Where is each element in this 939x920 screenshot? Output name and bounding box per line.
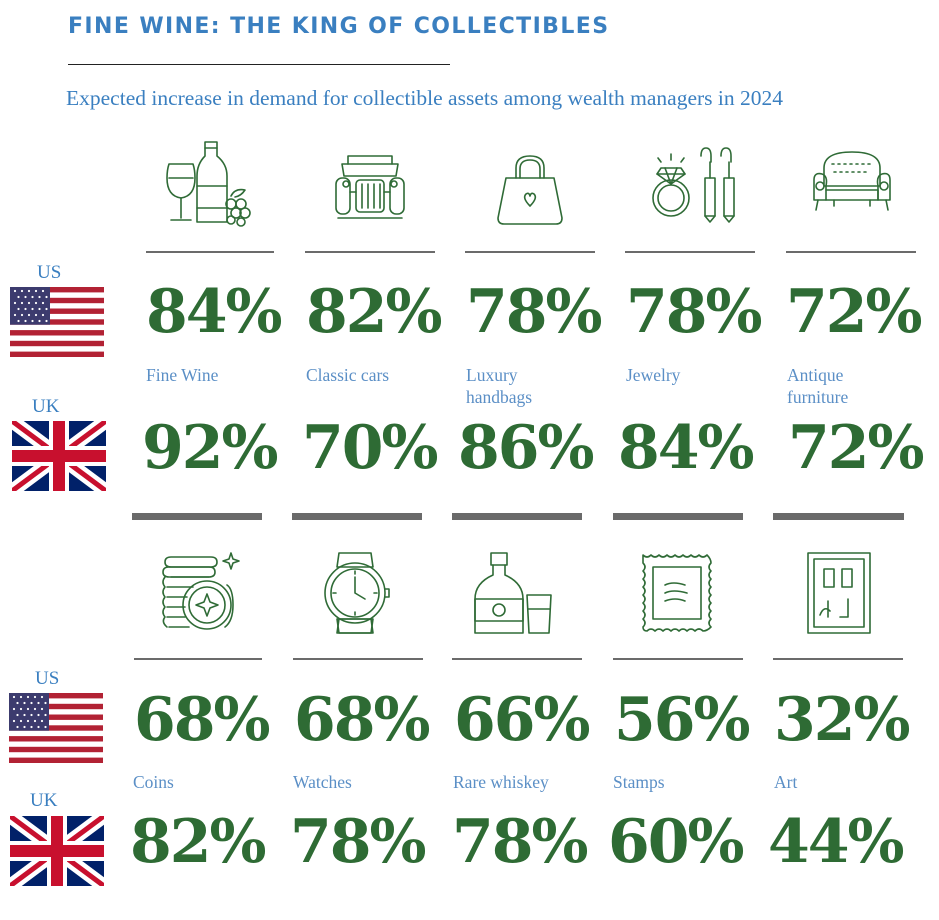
- divider-line: [786, 251, 916, 253]
- coins-icon: [117, 545, 277, 641]
- category-label: Antique furniture: [787, 365, 849, 407]
- category-label: Coins: [133, 772, 174, 792]
- uk-value: 86%: [458, 413, 595, 483]
- uk-value: 84%: [618, 413, 755, 483]
- uk-value: 60%: [608, 807, 745, 877]
- uk-flag-icon: [12, 421, 106, 491]
- country-label-uk: UK: [30, 790, 58, 811]
- section-divider: [292, 513, 422, 520]
- category-label: Fine Wine: [146, 365, 219, 385]
- section-divider: [452, 513, 582, 520]
- antique-sofa-icon: [772, 134, 932, 230]
- section-divider: [773, 513, 904, 520]
- art-frame-icon: [758, 545, 918, 641]
- divider-line: [613, 658, 743, 660]
- divider-line: [146, 251, 274, 253]
- whiskey-icon: [433, 545, 593, 641]
- title-divider: [68, 64, 450, 65]
- jewelry-icon: [611, 134, 771, 230]
- divider-line: [293, 658, 423, 660]
- watch-icon: [275, 545, 435, 641]
- page-title: FINE WINE: THE KING OF COLLECTIBLES: [68, 14, 610, 39]
- us-value: 68%: [134, 685, 271, 755]
- us-value: 32%: [774, 685, 911, 755]
- category-label: Watches: [293, 772, 352, 792]
- stamp-icon: [597, 545, 757, 641]
- us-value: 68%: [294, 685, 431, 755]
- category-label: Stamps: [613, 772, 665, 792]
- category-label: Art: [774, 772, 798, 792]
- category-label: Rare whiskey: [453, 772, 549, 792]
- us-value: 72%: [786, 277, 923, 347]
- uk-flag-icon: [10, 816, 104, 886]
- section-divider: [613, 513, 743, 520]
- us-value: 82%: [306, 277, 443, 347]
- section-divider: [132, 513, 262, 520]
- divider-line: [773, 658, 903, 660]
- divider-line: [465, 251, 595, 253]
- uk-value: 78%: [452, 807, 589, 877]
- uk-value: 78%: [290, 807, 427, 877]
- us-value: 56%: [614, 685, 751, 755]
- country-label-us: US: [35, 668, 60, 689]
- us-flag-icon: [9, 693, 103, 763]
- page-subtitle: Expected increase in demand for collecti…: [66, 86, 784, 110]
- uk-value: 44%: [768, 807, 905, 877]
- uk-value: 82%: [130, 807, 267, 877]
- divider-line: [134, 658, 262, 660]
- classic-car-icon: [290, 134, 450, 230]
- us-value: 78%: [626, 277, 763, 347]
- divider-line: [625, 251, 755, 253]
- country-label-us: US: [37, 262, 62, 283]
- category-label: Luxury handbags: [466, 365, 533, 407]
- divider-line: [452, 658, 582, 660]
- uk-value: 92%: [142, 413, 279, 483]
- category-label: Classic cars: [306, 365, 390, 385]
- handbag-icon: [450, 134, 610, 230]
- us-value: 84%: [146, 277, 283, 347]
- wine-icon: [127, 134, 287, 230]
- us-value: 78%: [466, 277, 603, 347]
- us-flag-icon: [10, 287, 104, 357]
- uk-value: 72%: [788, 413, 925, 483]
- category-label: Jewelry: [626, 365, 681, 385]
- divider-line: [305, 251, 435, 253]
- country-label-uk: UK: [32, 396, 60, 417]
- us-value: 66%: [454, 685, 591, 755]
- uk-value: 70%: [302, 413, 439, 483]
